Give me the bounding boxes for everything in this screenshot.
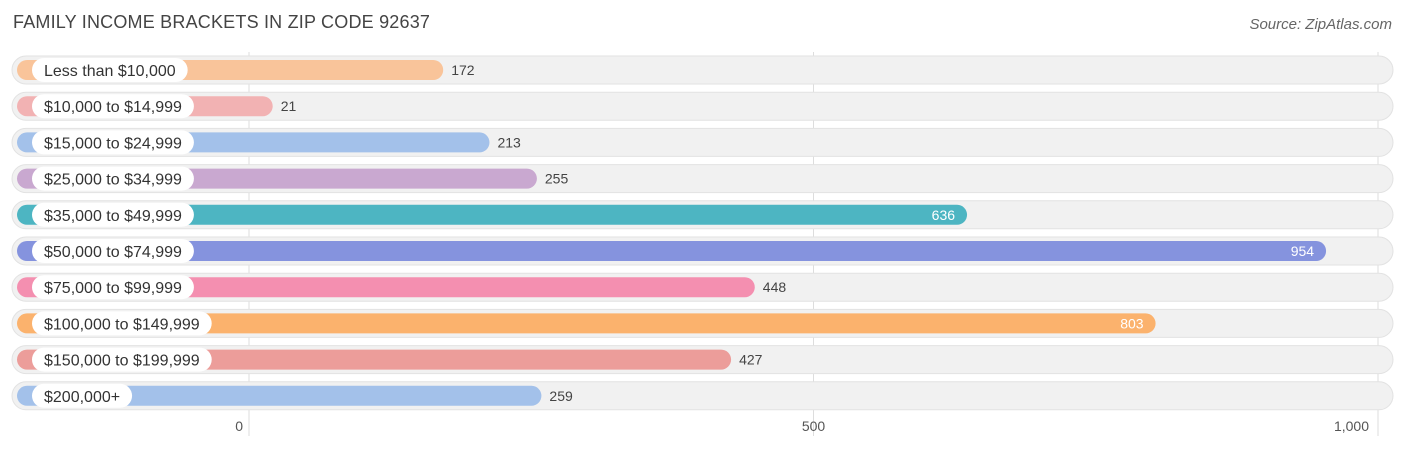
category-label: $25,000 to $34,999 (44, 172, 182, 189)
value-label: 172 (451, 62, 475, 78)
value-label: 427 (739, 352, 763, 368)
category-label-pill (32, 58, 188, 82)
category-label-pill (32, 130, 194, 155)
category-label-pill (32, 166, 194, 191)
category-label-pill (32, 275, 194, 300)
category-label: $200,000+ (44, 389, 120, 406)
bar-row: $15,000 to $24,999 213 (11, 127, 1394, 157)
tick-label: 500 (802, 418, 826, 434)
tick-label: 0 (235, 418, 243, 434)
category-label: $75,000 to $99,999 (44, 280, 182, 297)
category-label: $150,000 to $199,999 (44, 353, 200, 370)
value-label: 259 (549, 388, 573, 404)
category-label-pill (32, 94, 194, 119)
bar (17, 204, 968, 225)
x-axis-ticks: 0 500 1,000 (235, 418, 1369, 434)
category-label: $15,000 to $24,999 (44, 135, 182, 152)
category-label-pill (32, 202, 194, 227)
bar (17, 385, 542, 406)
category-label: $10,000 to $14,999 (44, 99, 182, 116)
category-label-pill (32, 383, 133, 408)
bar-row: $35,000 to $49,999 636 (11, 200, 1394, 230)
bar (17, 241, 1327, 261)
bar-row: $10,000 to $14,999 21 (11, 91, 1394, 121)
category-label: $50,000 to $74,999 (44, 244, 182, 261)
category-label-pill (32, 239, 194, 263)
category-label: $100,000 to $149,999 (44, 316, 200, 333)
value-label: 213 (497, 134, 521, 150)
category-label-pill (32, 311, 212, 336)
bar (17, 277, 755, 298)
bar-row: $200,000+ 259 (11, 381, 1394, 411)
value-label: 21 (281, 98, 297, 114)
bar-rows: Less than $10,000 172 $10,000 to $14,999 21… (11, 55, 1394, 411)
bar-row: $100,000 to $149,999 803 (11, 308, 1394, 338)
bar-row: $25,000 to $34,999 255 (11, 164, 1394, 194)
value-label: 954 (1291, 243, 1315, 259)
source-credit: Source: ZipAtlas.com (1249, 16, 1392, 33)
bar-row: $150,000 to $199,999 427 (11, 345, 1394, 375)
category-label: Less than $10,000 (44, 63, 176, 80)
bar-row: Less than $10,000 172 (11, 55, 1394, 85)
bar-row: $75,000 to $99,999 448 (11, 272, 1394, 302)
bar (17, 313, 1156, 334)
category-label-pill (32, 347, 212, 372)
chart-title: FAMILY INCOME BRACKETS IN ZIP CODE 92637 (13, 12, 431, 32)
category-label: $35,000 to $49,999 (44, 208, 182, 225)
bar-track (11, 91, 1394, 121)
tick-label: 1,000 (1334, 418, 1369, 434)
value-label: 448 (763, 279, 787, 295)
value-label: 803 (1120, 315, 1144, 331)
value-label: 636 (932, 207, 956, 223)
bar-row: $50,000 to $74,999 954 (11, 236, 1394, 266)
value-label: 255 (545, 171, 569, 187)
